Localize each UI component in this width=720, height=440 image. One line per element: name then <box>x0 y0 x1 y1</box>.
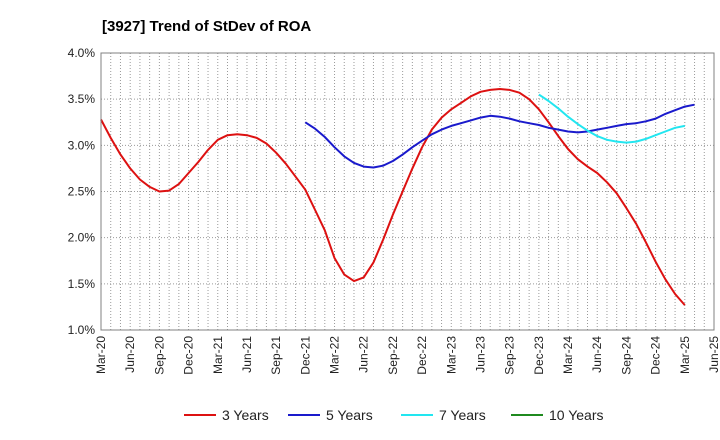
x-tick-label: Dec-24 <box>649 336 663 375</box>
y-tick-label: 2.5% <box>68 185 96 199</box>
x-tick-label: Dec-21 <box>298 336 312 375</box>
y-tick-label: 1.5% <box>68 277 96 291</box>
series-line-3-years <box>100 88 686 306</box>
x-tick-label: Jun-20 <box>123 336 137 373</box>
x-tick-label: Sep-20 <box>152 336 166 375</box>
plot-frame <box>100 52 715 331</box>
y-tick-label: 3.5% <box>68 92 96 106</box>
y-tick-label: 2.0% <box>68 231 96 245</box>
x-tick-label: Jun-25 <box>707 336 720 373</box>
legend-label: 7 Years <box>439 407 486 423</box>
legend-label: 3 Years <box>222 407 269 423</box>
x-tick-label: Mar-21 <box>211 336 225 374</box>
x-tick-label: Dec-22 <box>415 336 429 375</box>
x-tick-label: Dec-20 <box>182 336 196 375</box>
x-tick-label: Mar-25 <box>678 336 692 374</box>
gridlines <box>101 53 714 330</box>
x-tick-label: Mar-20 <box>94 336 108 374</box>
x-tick-label: Dec-23 <box>532 336 546 375</box>
x-tick-label: Jun-22 <box>357 336 371 373</box>
legend-label: 5 Years <box>326 407 373 423</box>
y-tick-label: 1.0% <box>68 323 96 337</box>
x-tick-label: Jun-23 <box>473 336 487 373</box>
x-tick-label: Mar-23 <box>444 336 458 374</box>
x-tick-label: Mar-24 <box>561 336 575 374</box>
x-tick-label: Jun-24 <box>590 336 604 373</box>
series-lines <box>100 88 695 306</box>
chart-title: [3927] Trend of StDev of ROA <box>102 18 311 35</box>
x-tick-label: Sep-23 <box>503 336 517 375</box>
y-tick-label: 3.0% <box>68 138 96 152</box>
series-line-5-years <box>304 103 695 169</box>
legend-label: 10 Years <box>549 407 604 423</box>
y-axis-ticks: 1.0% 1.5% 2.0% 2.5% 3.0% 3.5% 4.0% <box>68 46 96 337</box>
x-axis-ticks: Mar-20 Jun-20 Sep-20 Dec-20 Mar-21 Jun-21 Sep-… <box>94 336 720 375</box>
series-line-7-years <box>538 93 685 144</box>
x-tick-label: Jun-21 <box>240 336 254 373</box>
legend: 3 Years 5 Years 7 Years 10 Years <box>184 407 604 423</box>
x-tick-label: Mar-22 <box>328 336 342 374</box>
y-tick-label: 4.0% <box>68 46 96 60</box>
x-tick-label: Sep-24 <box>619 336 633 375</box>
x-tick-label: Sep-22 <box>386 336 400 375</box>
x-tick-label: Sep-21 <box>269 336 283 375</box>
